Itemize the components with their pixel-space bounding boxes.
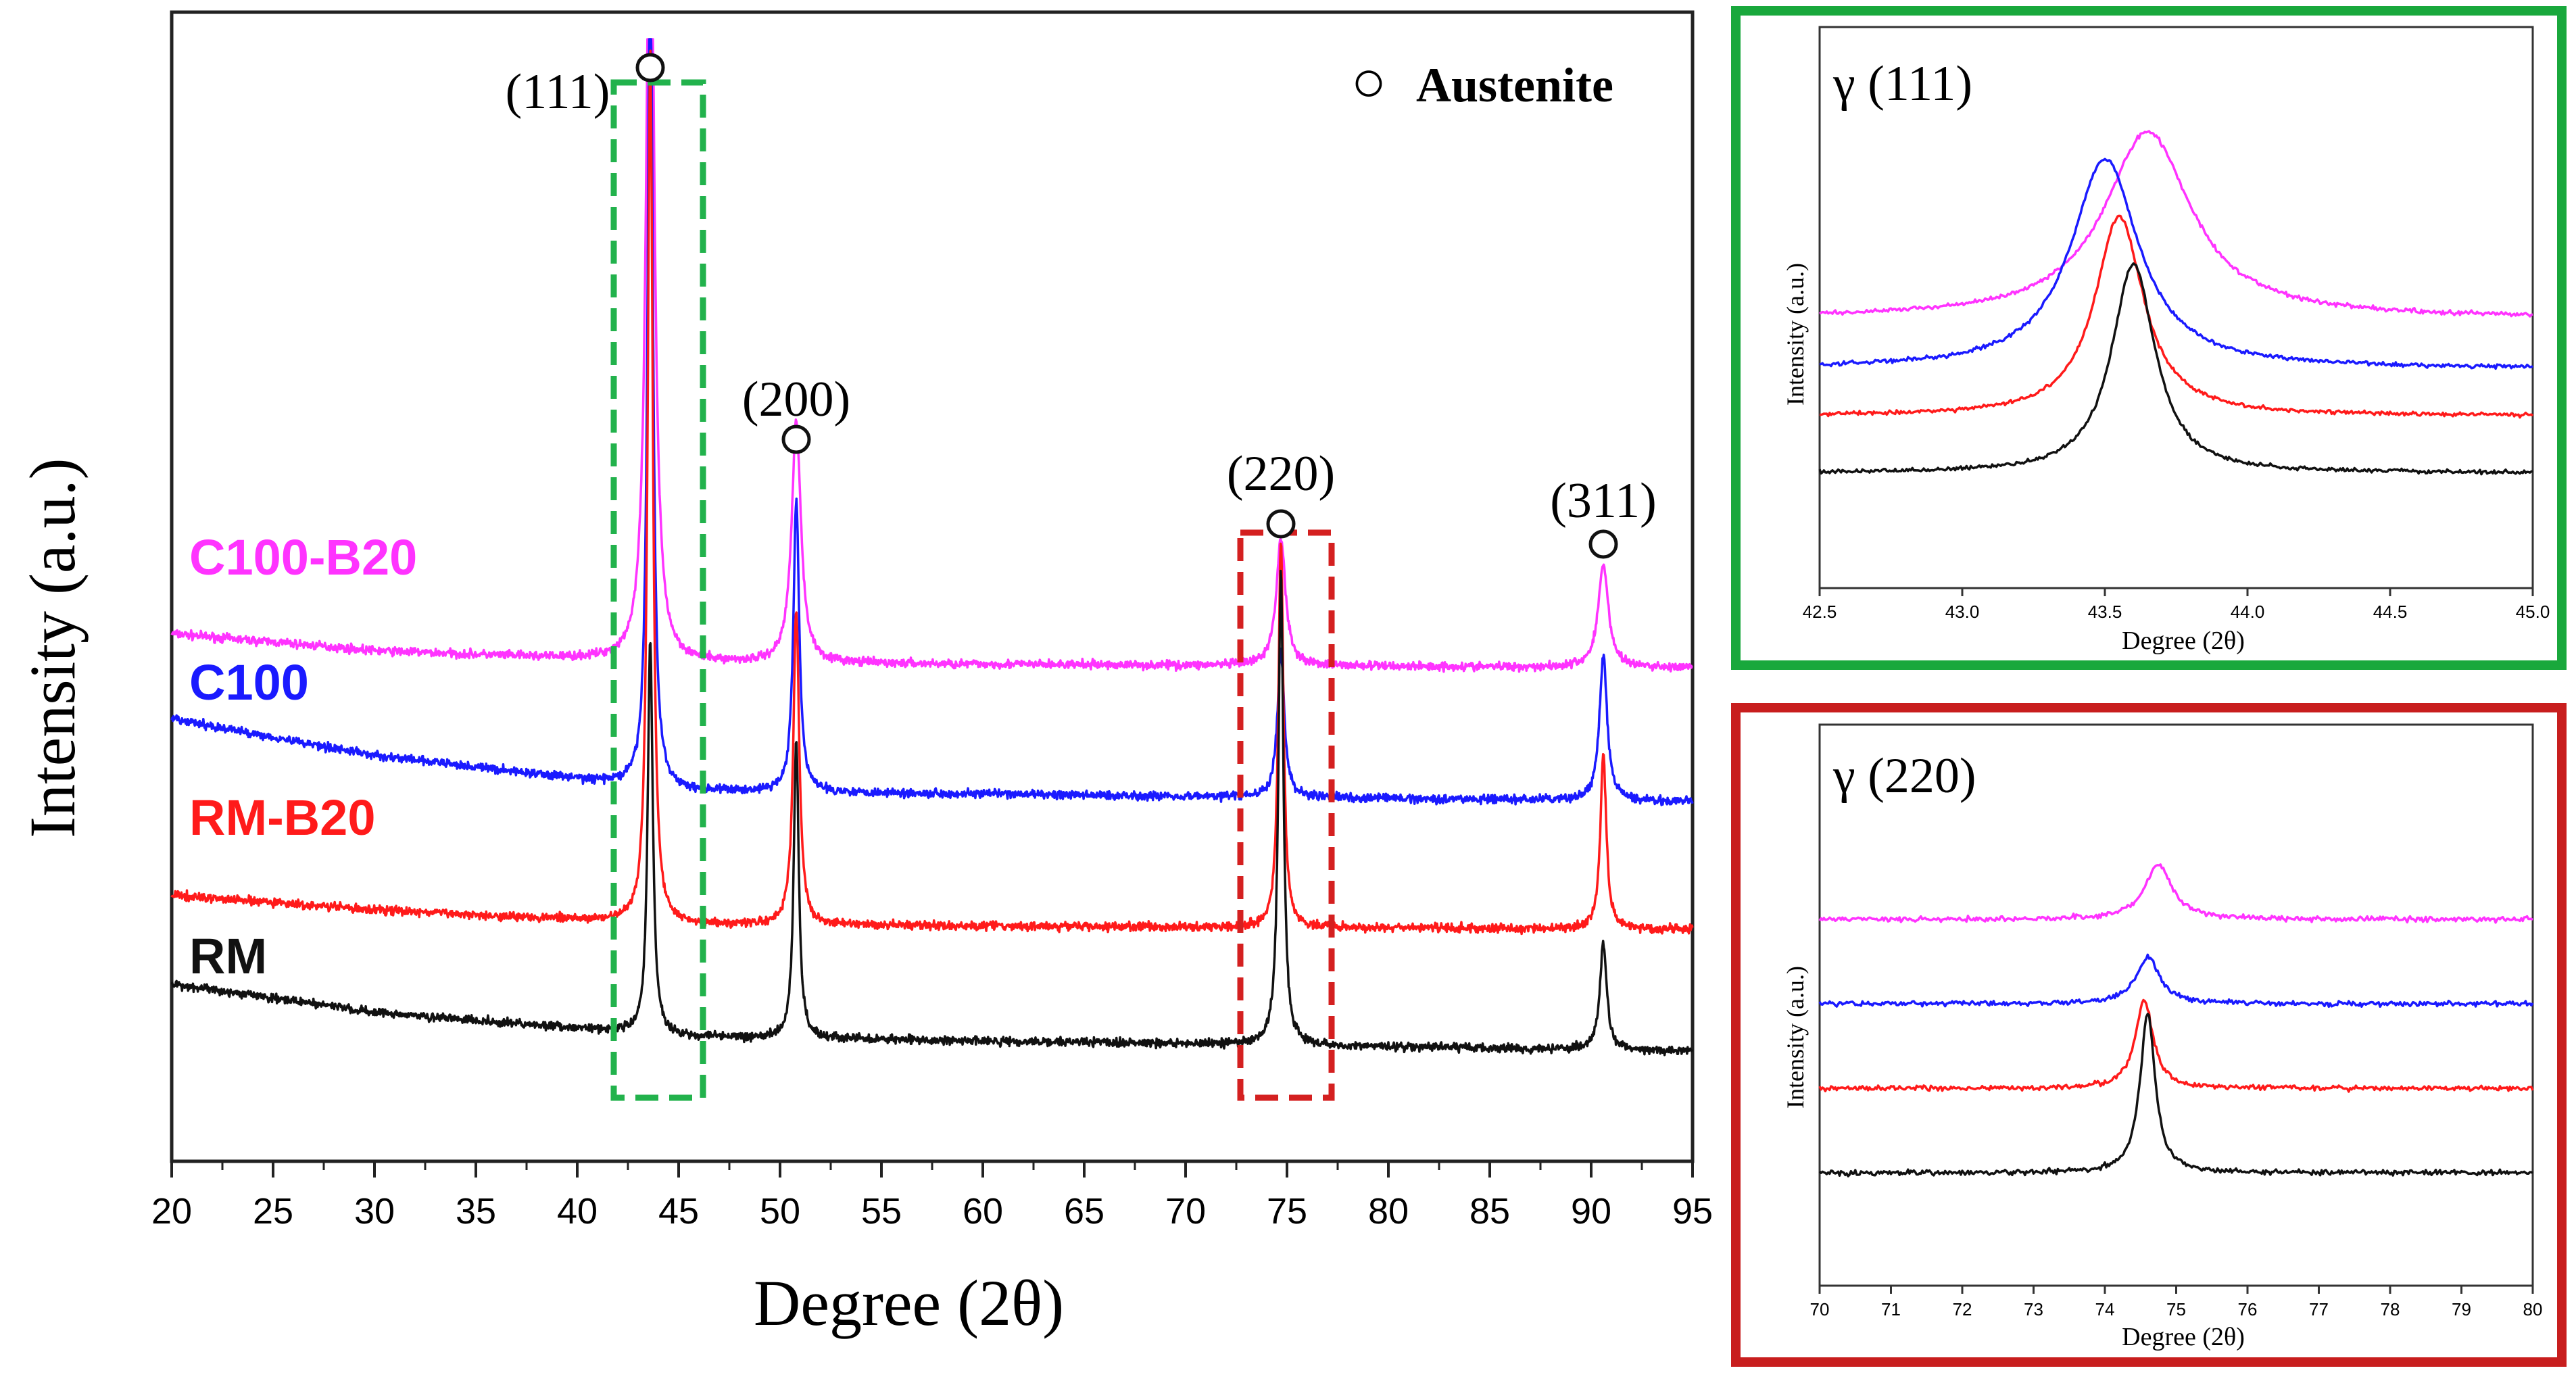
- main-y-axis-title: Intensity (a.u.): [16, 458, 89, 839]
- inset-111-series-group: [1818, 130, 2534, 476]
- highlight-box-111-region: [610, 79, 706, 1101]
- main-x-tick-label: 20: [151, 1191, 192, 1232]
- inset-x-tick-label: 44.0: [2231, 602, 2265, 622]
- main-x-tick-label: 75: [1267, 1191, 1307, 1232]
- inset-series-line-rm-b20: [1819, 214, 2534, 419]
- series-label-rm: RM: [189, 928, 267, 984]
- inset-220-x-axis-title: Degree (2θ): [2122, 1323, 2245, 1351]
- main-x-tick-label: 55: [861, 1191, 902, 1232]
- main-x-tick-label: 60: [963, 1191, 1003, 1232]
- inset-220-x-ticks: 70 71 72 73 74 75 76 77 78 79 80: [1810, 1286, 2543, 1319]
- main-x-tick-label: 95: [1672, 1191, 1713, 1232]
- main-x-tick-label: 85: [1469, 1191, 1510, 1232]
- inset-x-tick-label: 71: [1881, 1299, 1901, 1319]
- peak-label-220: (220): [1227, 446, 1335, 502]
- inset-x-tick-label: 45.0: [2516, 602, 2550, 622]
- peak-annotations: (111) (200) (220) (311): [506, 53, 1657, 559]
- peak-label-111: (111): [506, 64, 610, 120]
- inset-111-panel: 42.5 43.0 43.5 44.0 44.5 45.0 γ (111) Degree …: [1731, 6, 2567, 670]
- austenite-peak-marker-icon: [1588, 529, 1618, 559]
- main-x-axis-title: Degree (2θ): [754, 1267, 1064, 1339]
- inset-x-tick-label: 75: [2166, 1299, 2186, 1319]
- inset-x-tick-label: 77: [2309, 1299, 2329, 1319]
- series-line-c100: [170, 38, 1694, 806]
- inset-x-tick-label: 44.5: [2373, 602, 2408, 622]
- inset-111-x-ticks: 42.5 43.0 43.5 44.0 44.5 45.0: [1803, 588, 2550, 622]
- main-x-tick-label: 40: [557, 1191, 598, 1232]
- inset-x-tick-label: 74: [2095, 1299, 2115, 1319]
- inset-220-frame: [1731, 703, 2567, 1367]
- series-labels: C100-B20 C100 RM-B20 RM: [189, 529, 417, 984]
- series-line-c100-b20: [170, 38, 1693, 673]
- inset-x-tick-label: 43.0: [1945, 602, 1980, 622]
- main-x-tick-label: 65: [1064, 1191, 1104, 1232]
- inset-series-line-c100-b20: [1818, 863, 2534, 924]
- inset-x-tick-label: 79: [2452, 1299, 2471, 1319]
- inset-111-plot-frame: [1818, 26, 2534, 589]
- inset-220-y-axis-title: Intensity (a.u.): [1782, 966, 1809, 1109]
- inset-111-frame: [1731, 6, 2567, 670]
- series-line-rm: [170, 569, 1694, 1057]
- main-x-tick-label: 45: [658, 1191, 699, 1232]
- series-label-c100: C100: [189, 654, 309, 710]
- legend-label: Austenite: [1416, 58, 1613, 112]
- inset-220-title: γ (220): [1832, 748, 1976, 804]
- inset-x-tick-label: 80: [2523, 1299, 2543, 1319]
- series-line-rm-b20: [170, 49, 1694, 936]
- inset-x-tick-label: 76: [2238, 1299, 2258, 1319]
- inset-x-tick-label: 43.5: [2088, 602, 2122, 622]
- main-x-tick-label: 80: [1368, 1191, 1409, 1232]
- inset-series-line-c100: [1819, 157, 2534, 370]
- main-x-tick-label: 25: [253, 1191, 293, 1232]
- main-chart: 20 25 30 35 40 45 50 55 60 65 70 75 80 85 90 95 (111) (2…: [16, 10, 1713, 1339]
- main-x-tick-label: 70: [1165, 1191, 1206, 1232]
- inset-220-series-group: [1818, 863, 2534, 1178]
- austenite-peak-marker-icon: [781, 424, 811, 454]
- inset-x-tick-label: 70: [1810, 1299, 1830, 1319]
- main-plot-frame: [170, 10, 1695, 1163]
- inset-series-line-rm: [1818, 1013, 2533, 1178]
- austenite-peak-marker-icon: [635, 53, 665, 82]
- main-x-tick-label: 35: [456, 1191, 496, 1232]
- series-label-rm-b20: RM-B20: [189, 790, 375, 846]
- inset-x-tick-label: 73: [2024, 1299, 2043, 1319]
- inset-x-tick-label: 42.5: [1803, 602, 1837, 622]
- peak-label-200: (200): [742, 372, 850, 427]
- main-series-group: [170, 38, 1694, 1057]
- inset-x-tick-label: 78: [2381, 1299, 2400, 1319]
- austenite-marker-icon: ○: [1351, 49, 1386, 115]
- inset-111-title: γ (111): [1832, 56, 1972, 112]
- peak-label-311: (311): [1550, 473, 1657, 529]
- inset-220-panel: 70 71 72 73 74 75 76 77 78 79 80 γ (220) Degree (2…: [1731, 703, 2567, 1367]
- inset-series-line-rm-b20: [1818, 998, 2534, 1093]
- inset-series-line-c100-b20: [1819, 130, 2533, 318]
- inset-series-line-rm: [1818, 262, 2533, 476]
- main-x-ticks: 20 25 30 35 40 45 50 55 60 65 70 75 80 85 90 95: [151, 1161, 1713, 1232]
- inset-series-line-c100: [1818, 953, 2534, 1009]
- austenite-peak-marker-icon: [1266, 509, 1296, 539]
- main-x-tick-label: 50: [760, 1191, 800, 1232]
- main-x-tick-label: 90: [1571, 1191, 1611, 1232]
- inset-111-y-axis-title: Intensity (a.u.): [1782, 263, 1809, 406]
- inset-x-tick-label: 72: [1953, 1299, 1972, 1319]
- main-x-tick-label: 30: [354, 1191, 395, 1232]
- legend: ○ Austenite: [1351, 49, 1613, 115]
- inset-111-x-axis-title: Degree (2θ): [2122, 627, 2245, 655]
- series-label-c100-b20: C100-B20: [189, 529, 417, 585]
